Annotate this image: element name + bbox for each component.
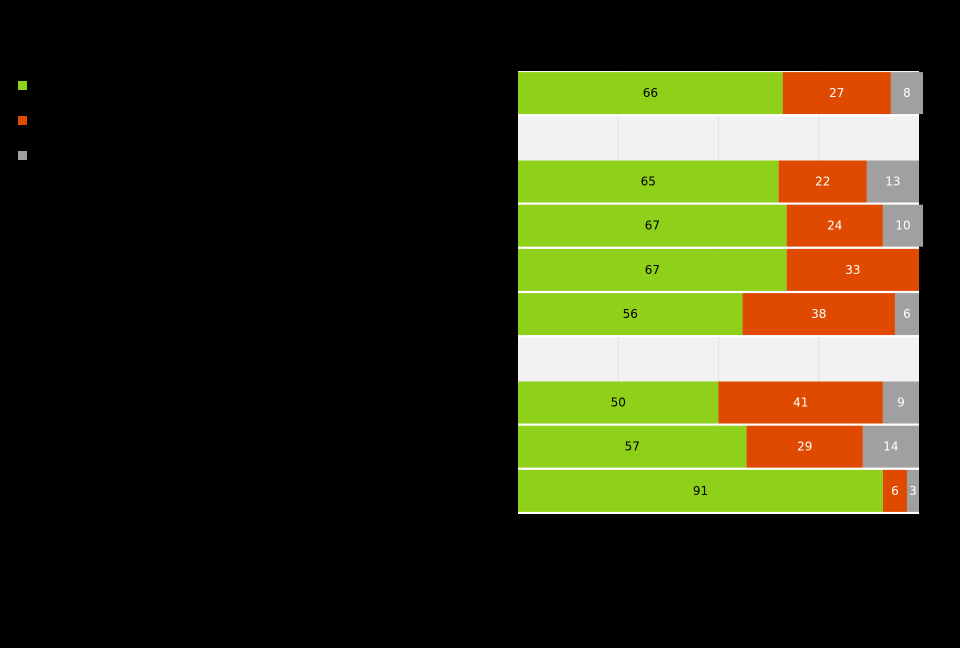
bar-segment <box>882 381 919 424</box>
bar-value-label: 10 <box>895 219 910 233</box>
bar-segment <box>786 204 883 247</box>
bar-value-label: 14 <box>883 440 898 454</box>
bar-value-label: 67 <box>645 263 660 277</box>
bar-segment <box>742 293 895 336</box>
bar-segment <box>786 248 919 291</box>
bar-segment <box>518 248 787 291</box>
legend-swatch <box>18 151 27 160</box>
bar-segment <box>778 160 867 203</box>
bar-value-label: 38 <box>811 307 826 321</box>
bar-value-label: 3 <box>909 484 917 498</box>
bar-segment <box>862 425 919 468</box>
bar-segment <box>866 160 919 203</box>
bar-segment <box>906 469 919 512</box>
bar-value-label: 6 <box>891 484 899 498</box>
bar-segment <box>782 72 891 115</box>
bar-segment <box>518 72 783 115</box>
bar-value-label: 67 <box>645 219 660 233</box>
bar-value-label: 6 <box>903 307 911 321</box>
bar-segment <box>518 425 747 468</box>
bar-segment <box>518 293 743 336</box>
bar-segment <box>518 381 719 424</box>
bar-segment <box>890 72 924 115</box>
bar-segment <box>882 469 907 512</box>
bar-value-label: 24 <box>827 219 842 233</box>
bar-segment <box>894 293 919 336</box>
bar-segment <box>718 381 883 424</box>
bar-segment <box>518 204 787 247</box>
bar-value-label: 57 <box>625 440 640 454</box>
legend-swatch <box>18 116 27 125</box>
bar-value-label: 27 <box>829 86 844 100</box>
bar-value-label: 91 <box>693 484 708 498</box>
bar-segment <box>882 204 924 247</box>
bar-value-label: 66 <box>643 86 658 100</box>
bar-value-label: 13 <box>885 175 900 189</box>
bar-value-label: 29 <box>797 440 812 454</box>
bar-segment <box>518 160 779 203</box>
bar-value-label: 8 <box>903 86 911 100</box>
bar-segment <box>746 425 863 468</box>
bar-value-label: 50 <box>611 396 626 410</box>
bar-value-label: 22 <box>815 175 830 189</box>
legend-swatch <box>18 81 27 90</box>
bar-value-label: 9 <box>897 396 905 410</box>
bar-segment <box>518 469 883 512</box>
bar-value-label: 65 <box>641 175 656 189</box>
bar-value-label: 33 <box>845 263 860 277</box>
bar-value-label: 56 <box>623 307 638 321</box>
bar-value-label: 41 <box>793 396 808 410</box>
